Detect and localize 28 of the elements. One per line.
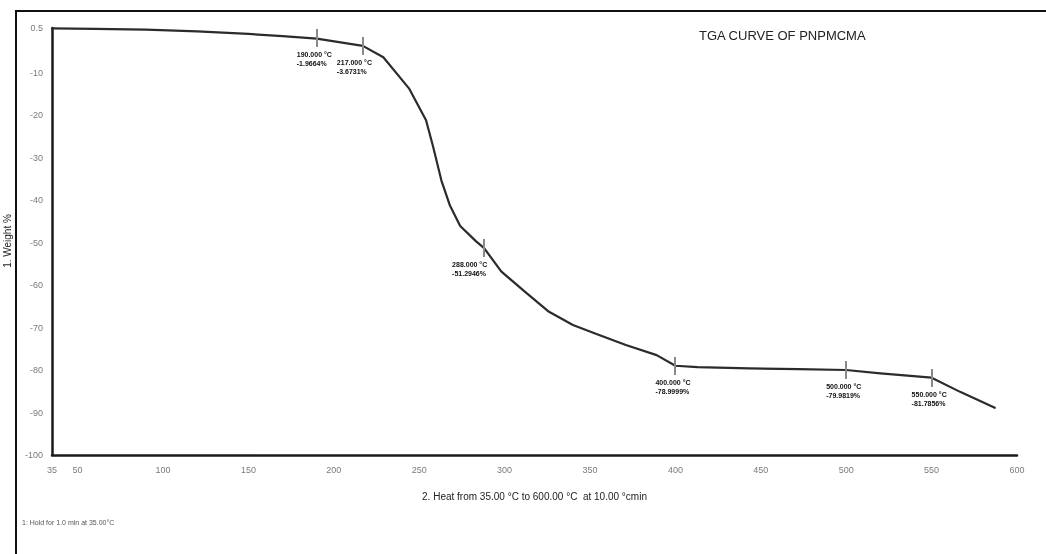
y-tick-label: -80 (29, 365, 43, 376)
y-tick-label: -20 (29, 110, 43, 121)
x-tick-label: 350 (582, 464, 598, 475)
y-tick-label: -30 (29, 152, 43, 163)
y-tick-label: -100 (24, 450, 43, 460)
y-tick-label: -60 (29, 280, 43, 291)
y-tick-label: -70 (29, 322, 43, 333)
y-tick-label: -50 (29, 237, 43, 248)
y-tick-label: -40 (29, 195, 43, 206)
x-tick-label: 50 (72, 464, 83, 475)
x-tick-label: 400 (667, 464, 683, 475)
y-tick-label: 0.5 (30, 23, 43, 33)
x-tick-label: 300 (497, 464, 513, 475)
y-axis-title: 1. Weight % (1, 214, 13, 268)
x-tick-label: 250 (411, 464, 427, 475)
y-tick-label: -90 (29, 407, 43, 418)
x-tick-label: 100 (155, 464, 171, 475)
x-tick-label: 200 (326, 464, 342, 475)
x-tick-label: 150 (240, 464, 256, 475)
y-tick-label: -10 (29, 67, 43, 78)
chart-title: TGA CURVE OF PNPMCMA (699, 28, 866, 43)
x-axis-title: 2. Heat from 35.00 °C to 600.00 °C at 10.00 °cmin (422, 490, 647, 502)
x-tick-label: 35 (46, 464, 58, 475)
line-series (50, 27, 996, 409)
x-tick-label: 450 (753, 464, 769, 475)
x-tick-label: 550 (924, 464, 940, 475)
x-tick-label: 600 (1009, 464, 1025, 475)
x-tick-label: 500 (838, 464, 854, 475)
